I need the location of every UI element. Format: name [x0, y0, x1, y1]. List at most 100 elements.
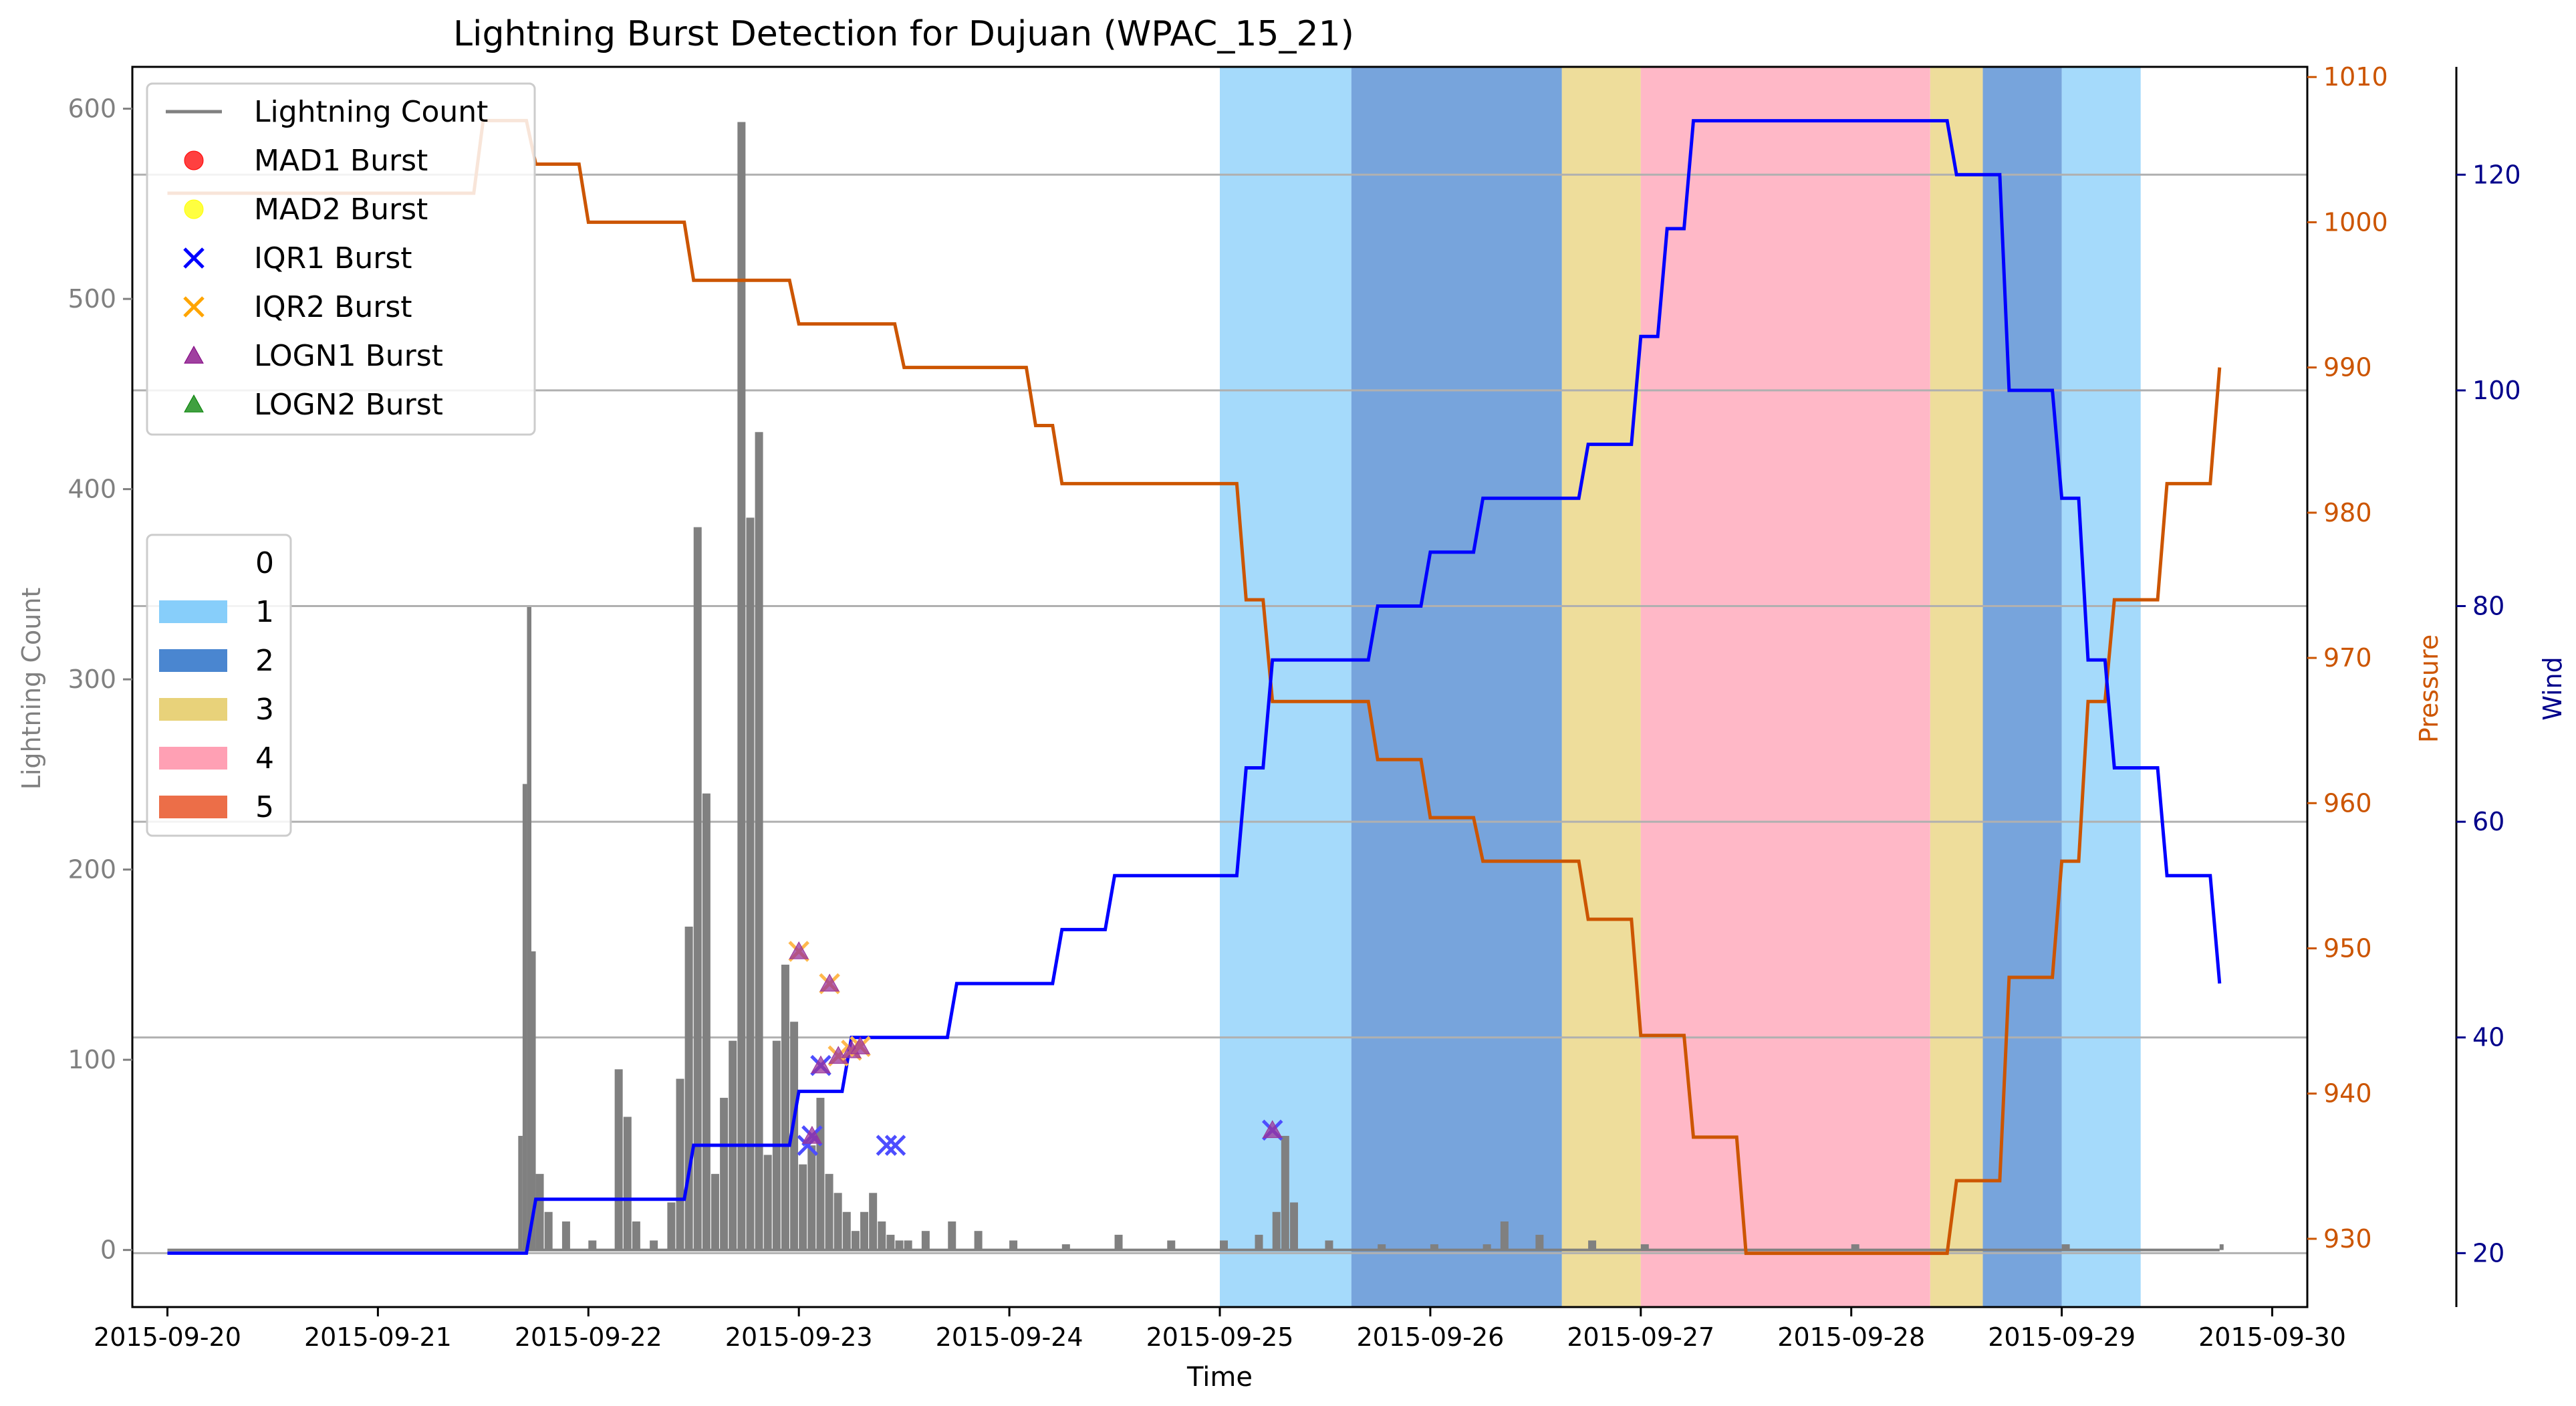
- lightning-bar: [825, 1173, 833, 1250]
- burst-marker-iqr1: [884, 1135, 906, 1156]
- legend-label: Lightning Count: [254, 95, 488, 129]
- burst-marker-iqr1: [876, 1135, 898, 1156]
- lightning-bar: [667, 1202, 676, 1250]
- lightning-bar: [921, 1231, 930, 1250]
- wind-tick-label: 40: [2472, 1023, 2504, 1052]
- lightning-bar: [1483, 1244, 1491, 1250]
- lightning-bar: [860, 1211, 869, 1250]
- lightning-bar: [869, 1193, 878, 1250]
- burst-marker-logn1: [789, 941, 809, 959]
- pressure-tick-label: 960: [2323, 788, 2372, 818]
- lightning-bar: [1061, 1244, 1070, 1250]
- wind-tick-label: 60: [2472, 807, 2504, 836]
- category-swatch: [159, 747, 227, 770]
- lightning-bar: [1640, 1244, 1649, 1250]
- lightning-bar: [1167, 1240, 1176, 1250]
- category-band-3: [1561, 67, 1641, 1307]
- wind-tick-label: 20: [2472, 1238, 2504, 1268]
- lightning-bar: [763, 1155, 772, 1250]
- left-axis-label: Lightning Count: [17, 588, 46, 790]
- lightning-bar: [1289, 1202, 1298, 1250]
- burst-markers: [788, 941, 1283, 1156]
- lightning-bar: [527, 607, 532, 1250]
- lightning-bar: [693, 527, 702, 1250]
- lightning-bar: [807, 1145, 816, 1250]
- category-band-2: [1351, 67, 1562, 1307]
- axis-labels: Lightning Burst Detection for Dujuan (WP…: [17, 14, 2567, 1393]
- left-tick-label: 0: [100, 1236, 116, 1265]
- category-band-4: [1640, 67, 1930, 1307]
- left-tick-label: 100: [68, 1045, 116, 1074]
- category-band-3: [1930, 67, 1983, 1307]
- lightning-bar: [878, 1221, 886, 1250]
- category-label: 3: [255, 693, 274, 727]
- lightning-bar: [544, 1211, 553, 1250]
- legend-swatch-iqr1-burst: [183, 247, 205, 269]
- legend-label: MAD2 Burst: [254, 193, 428, 227]
- category-swatch: [159, 796, 227, 818]
- x-tick-label: 2015-09-20: [94, 1322, 241, 1352]
- lightning-bar: [676, 1078, 684, 1250]
- category-label: 0: [255, 546, 274, 580]
- left-tick-label: 400: [68, 475, 116, 504]
- lightning-bar: [614, 1069, 623, 1250]
- x-tick-label: 2015-09-22: [515, 1322, 662, 1352]
- legend-label: IQR1 Burst: [254, 241, 412, 275]
- chart-title: Lightning Burst Detection for Dujuan (WP…: [453, 14, 1354, 54]
- lightning-bar: [1378, 1244, 1386, 1250]
- x-tick-label: 2015-09-30: [2198, 1322, 2346, 1352]
- category-label: 1: [255, 595, 274, 629]
- lightning-bar: [974, 1231, 983, 1250]
- x-tick-label: 2015-09-26: [1356, 1322, 1504, 1352]
- lightning-bar: [650, 1240, 658, 1250]
- legend-swatch-logn1-burst: [184, 345, 204, 364]
- lightning-bar: [1255, 1234, 1263, 1250]
- lightning-bar: [1430, 1244, 1438, 1250]
- lightning-bar: [833, 1193, 842, 1250]
- lightning-bar: [1114, 1234, 1123, 1250]
- lightning-bar: [531, 951, 536, 1250]
- lightning-bar: [842, 1211, 851, 1250]
- category-band-1: [1220, 67, 1351, 1307]
- lightning-bar: [1535, 1234, 1544, 1250]
- left-tick-label: 200: [68, 855, 116, 885]
- x-tick-label: 2015-09-25: [1146, 1322, 1294, 1352]
- series-lines: [167, 118, 2222, 1256]
- pressure-tick-label: 980: [2323, 498, 2372, 528]
- pressure-tick-label: 970: [2323, 643, 2372, 673]
- lightning-bar: [535, 1173, 544, 1250]
- lightning-bar: [1588, 1240, 1597, 1250]
- lightning-bar: [904, 1240, 912, 1250]
- pressure-line: [167, 118, 2222, 1256]
- category-swatch: [159, 649, 227, 672]
- legend-swatch-iqr2-burst: [183, 296, 205, 318]
- pressure-tick-label: 940: [2323, 1079, 2372, 1108]
- left-tick-label: 600: [68, 94, 116, 124]
- lightning-bar: [851, 1231, 860, 1250]
- pressure-tick-label: 1010: [2323, 62, 2388, 92]
- legend-swatch-mad1-burst: [184, 150, 204, 170]
- legend-swatch-mad2-burst: [184, 199, 204, 219]
- lightning-bar: [561, 1221, 570, 1250]
- pressure-tick-label: 990: [2323, 353, 2372, 382]
- lightning-bar: [522, 784, 527, 1250]
- lightning-bar: [720, 1098, 729, 1250]
- legend-label: LOGN1 Burst: [254, 339, 443, 373]
- x-tick-label: 2015-09-27: [1567, 1322, 1714, 1352]
- legend-bursts: Lightning Count MAD1 Burst MAD2 Burst IQR1 …: [146, 82, 536, 436]
- lightning-bar: [1500, 1221, 1509, 1250]
- legend-categories: 0 1 2 3 4 5: [146, 534, 292, 837]
- category-band-1: [2061, 67, 2141, 1307]
- burst-marker-logn1: [819, 973, 840, 992]
- lightning-bar: [781, 964, 789, 1250]
- left-tick-label: 500: [68, 284, 116, 314]
- lightning-bar: [588, 1240, 597, 1250]
- category-swatch: [159, 698, 227, 721]
- lightning-bar: [2219, 1244, 2224, 1250]
- wind-tick-label: 80: [2472, 592, 2504, 621]
- lightning-bar: [623, 1117, 632, 1250]
- lightning-bar: [711, 1173, 719, 1250]
- category-label: 2: [255, 644, 274, 678]
- axes: 2015-09-20 2015-09-21 2015-09-22 2015-09-23…: [68, 62, 2521, 1352]
- category-label: 4: [255, 741, 274, 776]
